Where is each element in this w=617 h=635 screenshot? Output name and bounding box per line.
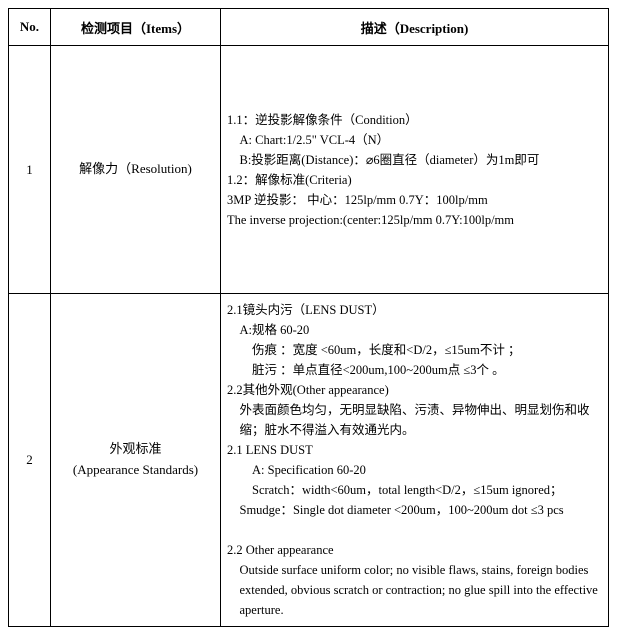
row-item: 外观标准 (Appearance Standards) (51, 294, 221, 627)
table-header-row: No. 检测项目（Items） 描述（Description) (9, 9, 609, 46)
row-description: 1.1：逆投影解像条件（Condition） A: Chart:1/2.5" V… (221, 46, 609, 294)
row-item: 解像力（Resolution) (51, 46, 221, 294)
table-row: 1 解像力（Resolution) 1.1：逆投影解像条件（Condition）… (9, 46, 609, 294)
item-label-cn: 解像力（Resolution) (79, 161, 192, 176)
row-no: 1 (9, 46, 51, 294)
col-header-no: No. (9, 9, 51, 46)
desc-line: Smudge：Single dot diameter <200um，100~20… (227, 500, 602, 520)
item-label-en: (Appearance Standards) (73, 462, 198, 477)
desc-line: Outside surface uniform color; no visibl… (227, 560, 602, 620)
desc-line: 伤痕 ：宽度 <60um，长度和<D/2，≤15um不计 ； (227, 340, 602, 360)
row-no: 2 (9, 294, 51, 627)
desc-line: Scratch：width<60um，total length<D/2，≤15u… (227, 480, 602, 500)
col-header-items: 检测项目（Items） (51, 9, 221, 46)
desc-line: The inverse projection:(center:125lp/mm … (227, 213, 514, 227)
desc-line: A: Chart:1/2.5" VCL-4（N） (227, 130, 602, 150)
desc-line: A:规格 60-20 (227, 320, 602, 340)
desc-line: 1.2：解像标准(Criteria) (227, 173, 352, 187)
item-label-cn: 外观标准 (109, 441, 161, 456)
desc-line: 脏污 ：单点直径<200um,100~200um点 ≤3个 。 (227, 360, 602, 380)
col-header-description: 描述（Description) (221, 9, 609, 46)
table-row: 2 外观标准 (Appearance Standards) 2.1镜头内污（LE… (9, 294, 609, 627)
spec-table: No. 检测项目（Items） 描述（Description) 1 解像力（Re… (8, 8, 609, 627)
row-description: 2.1镜头内污（LENS DUST） A:规格 60-20 伤痕 ：宽度 <60… (221, 294, 609, 627)
desc-line: 外表面颜色均匀，无明显缺陷、污渍、异物伸出、明显划伤和收缩；脏水不得溢入有效通光… (227, 400, 602, 440)
desc-line: 2.1镜头内污（LENS DUST） (227, 303, 385, 317)
desc-line: A: Specification 60-20 (227, 460, 602, 480)
desc-line: 1.1：逆投影解像条件（Condition） (227, 113, 418, 127)
desc-line: B:投影距离(Distance)：⌀6圈直径（diameter）为1m即可 (227, 150, 602, 170)
desc-line: 3MP 逆投影： 中心：125lp/mm 0.7Y：100lp/mm (227, 193, 488, 207)
desc-line: 2.2 Other appearance (227, 543, 334, 557)
desc-line: 2.2其他外观(Other appearance) (227, 383, 389, 397)
desc-line: 2.1 LENS DUST (227, 443, 313, 457)
